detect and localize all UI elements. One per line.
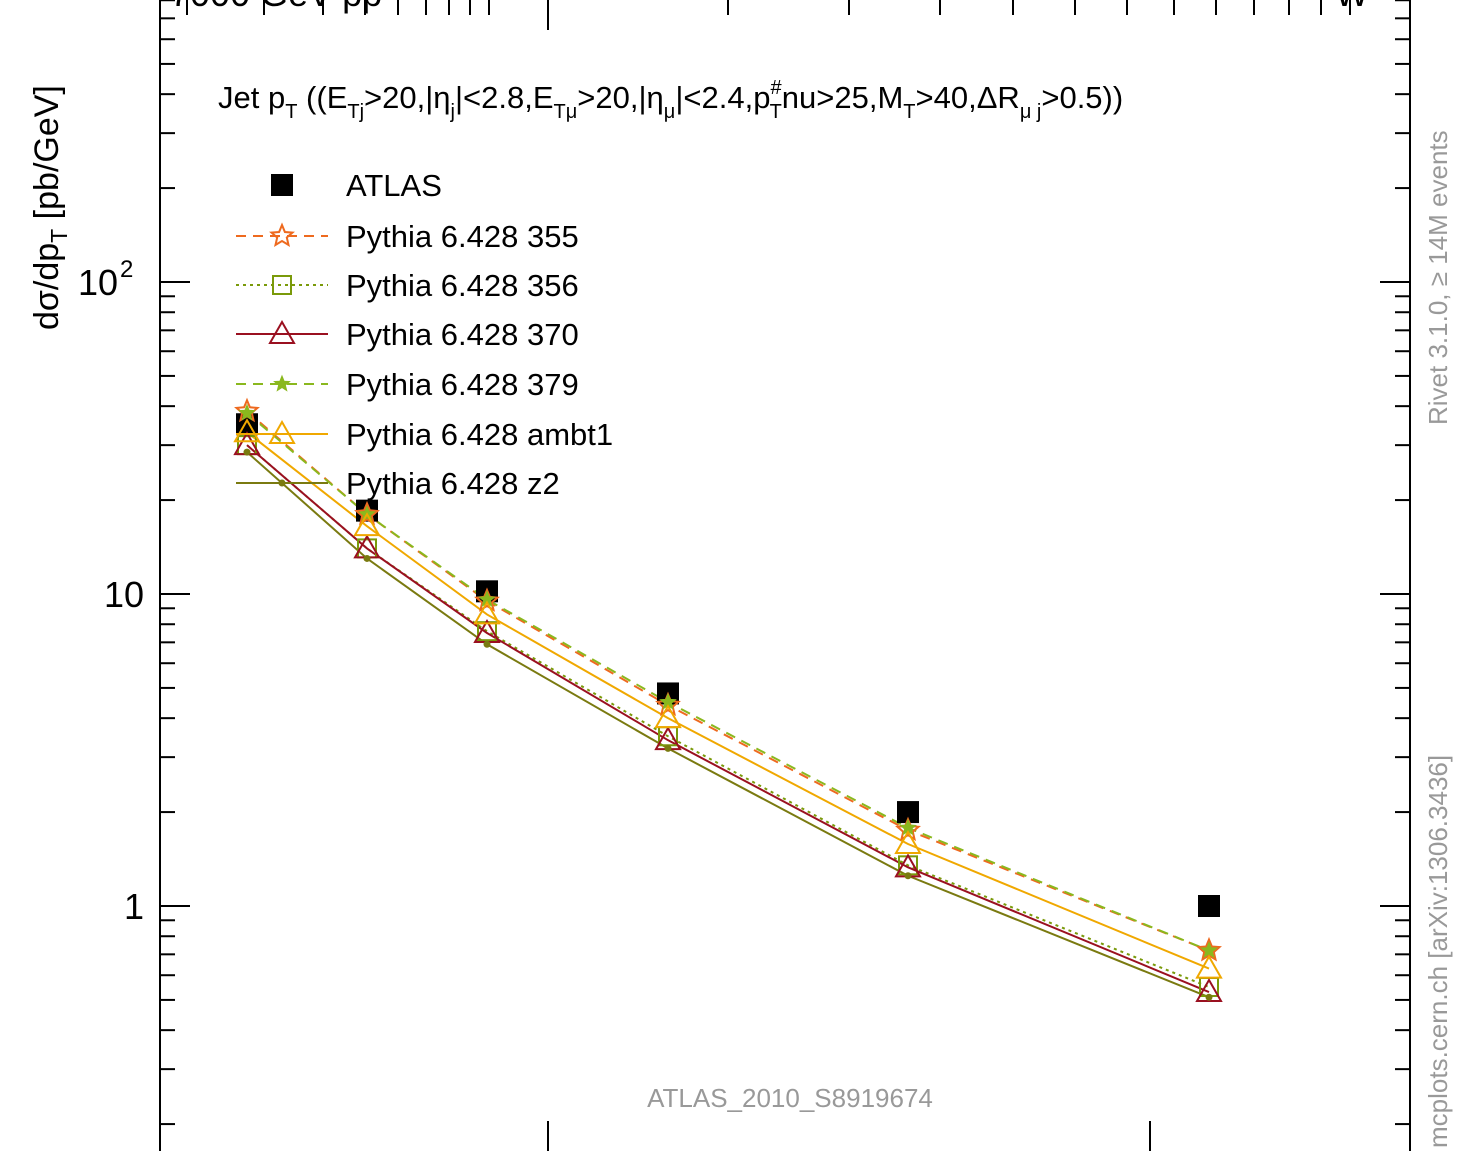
y-tick-label-1: 10 — [104, 574, 144, 615]
series-4-point-5 — [1200, 941, 1218, 959]
series-5-point-3 — [654, 704, 682, 729]
series-line-1 — [246, 410, 1210, 952]
series-1-point-3 — [655, 691, 681, 717]
legend-marker-1 — [269, 222, 295, 247]
legend-marker-6 — [278, 479, 286, 487]
header-left-text: 7000 GeV pp — [170, 0, 382, 14]
legend-marker-2 — [272, 275, 292, 295]
series-5-point-4 — [894, 830, 922, 855]
series-6-point-3 — [664, 744, 672, 752]
legend-marker-0 — [271, 174, 293, 196]
legend: ATLAS Pythia 6.428 355 Pythia 6.428 356 Pyt… — [236, 168, 613, 501]
series-5-point-2 — [473, 600, 501, 625]
y-tick-label-0: 1 — [124, 886, 144, 927]
series-6-point-4 — [904, 872, 912, 880]
series-markers — [233, 397, 1223, 1003]
series-5-point-1 — [353, 512, 381, 537]
legend-label-0: ATLAS — [346, 168, 442, 203]
series-6-point-0 — [243, 448, 251, 456]
side-text-top: Rivet 3.1.0, ≥ 14M events — [1423, 130, 1453, 425]
series-0-point-5 — [1198, 895, 1220, 917]
y-label-unit: [pb/GeV] — [28, 85, 66, 229]
series-4-point-0 — [238, 403, 256, 421]
y-tick-label-sup-2: 2 — [120, 256, 133, 283]
series-6-point-5 — [1205, 993, 1213, 1001]
series-5-point-5 — [1195, 954, 1223, 979]
y-axis-label: dσ/dpT [pb/GeV] — [28, 85, 72, 330]
series-line-6 — [246, 451, 1210, 999]
chart-title: Jet pT ((ETj>20,|ηj|<2.8,ETμ>20,|ημ|<2.4… — [218, 77, 1123, 123]
series-6-point-2 — [483, 640, 491, 648]
series-line-5 — [246, 431, 1210, 970]
series-line-3 — [246, 444, 1210, 993]
legend-label-4: Pythia 6.428 379 — [346, 367, 579, 402]
series-line-4 — [246, 412, 1210, 952]
series-3-point-5 — [1195, 978, 1223, 1003]
legend-marker-4 — [273, 374, 291, 392]
y-label-main: dσ/dp — [28, 243, 66, 330]
legend-label-2: Pythia 6.428 356 — [346, 268, 579, 303]
series-0-point-4 — [897, 801, 919, 824]
legend-label-6: Pythia 6.428 z2 — [346, 466, 560, 501]
legend-marker-5 — [268, 419, 296, 444]
header-right-text: W — [1335, 0, 1369, 14]
legend-label-5: Pythia 6.428 ambt1 — [346, 417, 613, 452]
series-lines — [246, 410, 1210, 999]
series-6-point-1 — [363, 554, 371, 562]
series-1-point-1 — [354, 500, 380, 526]
legend-label-3: Pythia 6.428 370 — [346, 317, 579, 352]
analysis-annotation: ATLAS_2010_S8919674 — [647, 1083, 933, 1113]
series-5-point-0 — [233, 418, 261, 443]
side-text-bottom: mcplots.cern.ch [arXiv:1306.3436] — [1423, 755, 1453, 1148]
y-tick-label-2: 10 — [78, 262, 118, 303]
series-line-2 — [246, 444, 1210, 988]
legend-marker-3 — [268, 319, 296, 344]
y-label-sub: T — [46, 229, 72, 243]
legend-label-1: Pythia 6.428 355 — [346, 219, 579, 254]
axis-ticks — [160, 0, 1410, 1151]
series-1-point-4 — [895, 816, 921, 842]
